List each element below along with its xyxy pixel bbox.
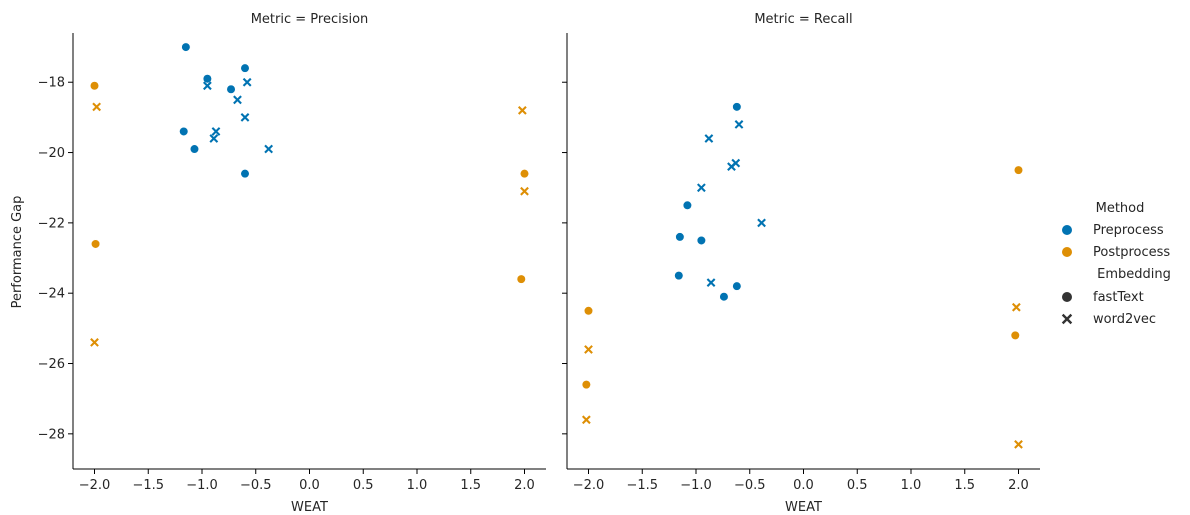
legend-embedding-title: Embedding [1097,267,1171,282]
panel-title: Metric = Precision [251,12,369,27]
preprocess-fasttext-point [240,169,250,179]
recall-panel: Metric = Recall −2.0 −1.5 −1.0 −0.5 0.0 0.5 1.0… [562,12,1040,515]
postprocess-fasttext-point [581,380,591,390]
postprocess-word2vec-point [584,345,593,354]
preprocess-word2vec-point [209,134,219,143]
preprocess-fasttext-point [675,232,685,242]
postprocess-fasttext-point [516,274,526,284]
preprocess-fasttext-point [226,84,236,94]
y-tick-label: −24 [38,287,65,302]
x-tick-label: 1.5 [460,478,481,493]
preprocess-word2vec-point [202,81,212,91]
x-tick-label: −0.5 [734,478,766,493]
x-tick-label: −2.0 [79,478,111,493]
y-tick-label: −22 [38,216,65,231]
x-tick-label: 1.0 [407,478,428,493]
x-tick-label: 1.5 [954,478,975,493]
y-tick-label: −20 [38,146,65,161]
legend-postprocess-marker [1062,247,1072,257]
preprocess-word2vec-point [211,127,221,136]
preprocess-word2vec-point [704,134,714,143]
preprocess-fasttext-point [732,281,742,291]
legend-word2vec-marker [1061,313,1073,325]
preprocess-fasttext-point [179,126,189,137]
postprocess-fasttext-point [583,306,594,316]
postprocess-word2vec-point [92,102,102,112]
postprocess-fasttext-point [90,239,101,249]
postprocess-fasttext-point [1010,330,1020,340]
legend-fasttext-marker [1062,292,1072,302]
preprocess-word2vec-point [233,95,242,105]
preprocess-fasttext-point [682,200,693,210]
preprocess-word2vec-point [757,218,766,228]
postprocess-word2vec-point [517,105,527,115]
postprocess-word2vec-point [90,338,99,347]
preprocess-word2vec-point [727,162,736,171]
postprocess-fasttext-point [89,81,100,91]
postprocess-word2vec-point [581,415,591,425]
x-tick-label: 0.5 [847,478,868,493]
postprocess-word2vec-point [520,186,529,196]
preprocess-fasttext-point [181,42,191,52]
x-tick-label: −1.0 [680,478,712,493]
x-axis-label: WEAT [291,500,328,515]
y-axis-label: Performance Gap [10,196,25,309]
y-tick-label: −18 [38,76,65,91]
x-tick-label: 0.0 [299,478,320,493]
preprocess-fasttext-point [719,292,729,302]
precision-panel: Metric = Precision −2.0 −1.5 −1.0 −0.5 0.0 0.5… [38,12,546,515]
x-tick-label: 2.0 [1008,478,1029,493]
preprocess-word2vec-point [264,144,274,154]
x-tick-label: −2.0 [573,478,605,493]
legend-postprocess-label: Postprocess [1093,245,1170,260]
x-tick-label: −1.5 [132,478,164,493]
legend-preprocess-marker [1062,225,1072,235]
preprocess-word2vec-point [240,113,250,122]
postprocess-word2vec-point [1011,302,1021,312]
x-tick-label: 0.5 [353,478,374,493]
legend-fasttext-label: fastText [1093,290,1144,305]
preprocess-fasttext-point [189,144,200,154]
x-tick-label: 0.0 [793,478,814,493]
legend-preprocess-label: Preprocess [1093,223,1164,238]
y-tick-label: −26 [38,357,65,372]
preprocess-fasttext-point [240,63,250,73]
legend: Method Preprocess Postprocess Embedding … [1061,201,1171,327]
postprocess-fasttext-point [1013,165,1024,175]
preprocess-word2vec-point [706,278,716,288]
preprocess-word2vec-point [242,77,252,87]
preprocess-fasttext-point [202,74,212,84]
preprocess-fasttext-point [696,235,706,246]
panel-title: Metric = Recall [754,12,852,27]
postprocess-fasttext-point [519,169,530,179]
postprocess-word2vec-point [1014,440,1023,449]
x-axis-label: WEAT [785,500,822,515]
x-tick-label: 2.0 [514,478,535,493]
x-tick-label: 1.0 [901,478,922,493]
preprocess-fasttext-point [732,102,742,112]
preprocess-word2vec-point [696,183,706,193]
x-tick-label: −1.0 [186,478,218,493]
x-tick-label: −0.5 [240,478,272,493]
y-tick-label: −28 [38,427,65,442]
legend-word2vec-label: word2vec [1093,312,1156,327]
preprocess-word2vec-point [734,120,744,129]
x-tick-label: −1.5 [626,478,658,493]
legend-method-title: Method [1096,201,1145,216]
preprocess-fasttext-point [674,271,684,281]
